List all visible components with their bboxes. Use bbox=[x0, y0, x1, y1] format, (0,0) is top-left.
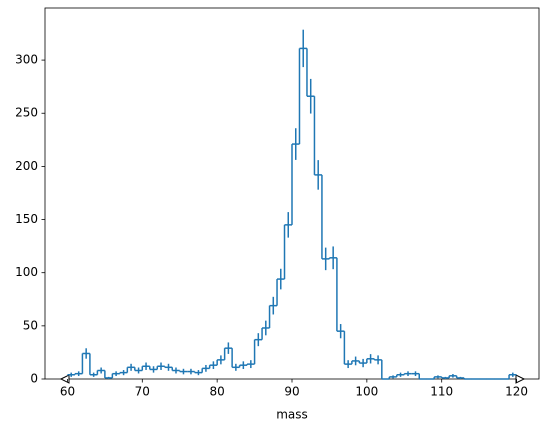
x-tick-label: 80 bbox=[210, 385, 225, 399]
x-tick-label: 70 bbox=[135, 385, 150, 399]
y-tick-label: 150 bbox=[15, 212, 38, 226]
x-tick-label: 60 bbox=[60, 385, 75, 399]
overflow-marker bbox=[515, 374, 526, 384]
x-tick-label: 120 bbox=[505, 385, 528, 399]
y-tick-label: 200 bbox=[15, 159, 38, 173]
x-tick-label: 110 bbox=[430, 385, 453, 399]
x-axis-label: mass bbox=[276, 408, 308, 422]
y-tick-label: 300 bbox=[15, 53, 38, 67]
underflow-marker bbox=[59, 374, 70, 384]
y-tick-label: 50 bbox=[23, 318, 38, 332]
y-tick-label: 0 bbox=[30, 372, 38, 386]
x-tick-label: 90 bbox=[284, 385, 299, 399]
y-tick-label: 250 bbox=[15, 106, 38, 120]
x-tick-label: 100 bbox=[355, 385, 378, 399]
y-tick-label: 100 bbox=[15, 265, 38, 279]
